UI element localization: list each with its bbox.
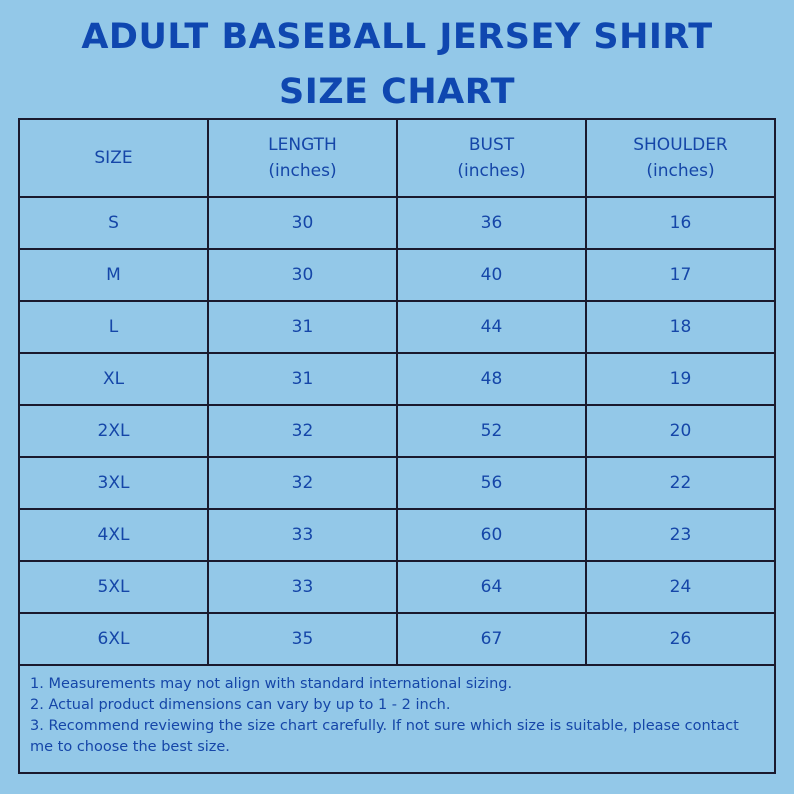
- bust-cell: 67: [396, 612, 587, 666]
- shoulder-cell: 18: [585, 300, 776, 354]
- bust-cell: 60: [396, 508, 587, 562]
- note-2: 2. Actual product dimensions can vary by…: [30, 697, 451, 713]
- size-cell: 6XL: [18, 612, 209, 666]
- length-cell: 30: [207, 196, 398, 250]
- bust-cell: 48: [396, 352, 587, 406]
- table-row: L 31 44 18: [18, 300, 776, 354]
- header-row: SIZE LENGTH (inches) BUST (inches) SHOUL…: [18, 118, 776, 198]
- table-row: XL 31 48 19: [18, 352, 776, 406]
- bust-cell: 64: [396, 560, 587, 614]
- shoulder-cell: 17: [585, 248, 776, 302]
- header-bust-unit: (inches): [457, 161, 526, 181]
- header-size-label: SIZE: [94, 148, 133, 168]
- shoulder-cell: 19: [585, 352, 776, 406]
- bust-cell: 40: [396, 248, 587, 302]
- bust-cell: 56: [396, 456, 587, 510]
- shoulder-cell: 20: [585, 404, 776, 458]
- header-shoulder-label: SHOULDER: [633, 135, 728, 155]
- shoulder-cell: 26: [585, 612, 776, 666]
- size-cell: 3XL: [18, 456, 209, 510]
- header-size: SIZE: [18, 118, 209, 198]
- size-cell: 5XL: [18, 560, 209, 614]
- header-length-label: LENGTH: [268, 135, 337, 155]
- length-cell: 32: [207, 456, 398, 510]
- note-1: 1. Measurements may not align with stand…: [30, 676, 513, 692]
- table-row: S 30 36 16: [18, 196, 776, 250]
- bust-cell: 44: [396, 300, 587, 354]
- table-row: 6XL 35 67 26: [18, 612, 776, 666]
- header-length: LENGTH (inches): [207, 118, 398, 198]
- length-cell: 31: [207, 300, 398, 354]
- length-cell: 30: [207, 248, 398, 302]
- chart-title-line2: SIZE CHART: [278, 72, 516, 112]
- notes-box: 1. Measurements may not align with stand…: [18, 664, 776, 774]
- table-row: 4XL 33 60 23: [18, 508, 776, 562]
- header-shoulder: SHOULDER (inches): [585, 118, 776, 198]
- size-cell: 4XL: [18, 508, 209, 562]
- header-bust-label: BUST: [468, 135, 515, 155]
- header-shoulder-unit: (inches): [646, 161, 715, 181]
- header-length-unit: (inches): [268, 161, 337, 181]
- size-cell: XL: [18, 352, 209, 406]
- length-cell: 31: [207, 352, 398, 406]
- shoulder-cell: 22: [585, 456, 776, 510]
- length-cell: 33: [207, 560, 398, 614]
- shoulder-cell: 23: [585, 508, 776, 562]
- table-row: M 30 40 17: [18, 248, 776, 302]
- table-row: 3XL 32 56 22: [18, 456, 776, 510]
- shoulder-cell: 16: [585, 196, 776, 250]
- size-cell: 2XL: [18, 404, 209, 458]
- chart-title-line1: ADULT BASEBALL JERSEY SHIRT: [81, 17, 713, 57]
- shoulder-cell: 24: [585, 560, 776, 614]
- size-chart-table: SIZE LENGTH (inches) BUST (inches) SHOUL…: [18, 118, 776, 666]
- size-cell: L: [18, 300, 209, 354]
- length-cell: 33: [207, 508, 398, 562]
- bust-cell: 36: [396, 196, 587, 250]
- table-row: 2XL 32 52 20: [18, 404, 776, 458]
- size-cell: S: [18, 196, 209, 250]
- header-bust: BUST (inches): [396, 118, 587, 198]
- length-cell: 35: [207, 612, 398, 666]
- size-cell: M: [18, 248, 209, 302]
- length-cell: 32: [207, 404, 398, 458]
- bust-cell: 52: [396, 404, 587, 458]
- table-row: 5XL 33 64 24: [18, 560, 776, 614]
- note-3: 3. Recommend reviewing the size chart ca…: [30, 718, 739, 755]
